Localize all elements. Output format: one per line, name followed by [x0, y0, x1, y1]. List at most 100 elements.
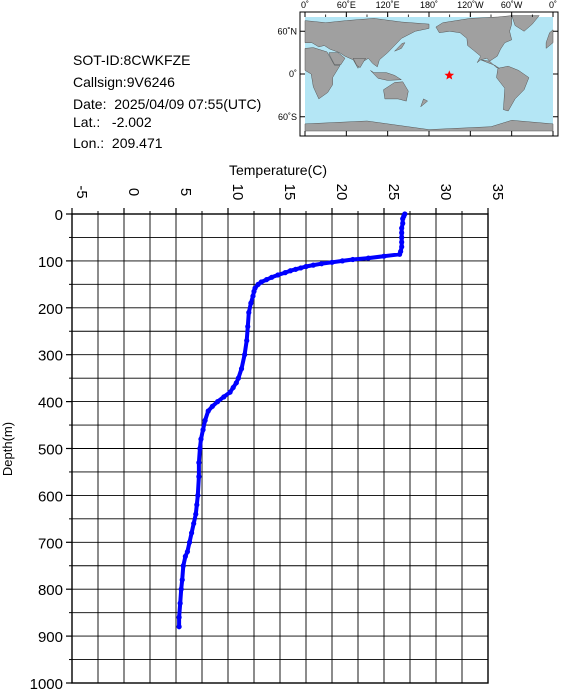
data-point [198, 436, 204, 442]
land-india [352, 58, 367, 68]
data-point [319, 261, 325, 267]
data-point [250, 293, 256, 299]
data-point [215, 399, 221, 405]
data-point [197, 445, 203, 452]
y-tick-label: 200 [38, 301, 63, 318]
x-tick-label: 35 [489, 184, 506, 201]
map-lon-label: 0˚ [301, 0, 309, 10]
map-lat-label: 60˚S [278, 112, 297, 122]
chart-grid [71, 213, 489, 684]
data-point [177, 600, 183, 606]
y-tick-label: 100 [38, 254, 63, 271]
data-point [350, 256, 356, 263]
data-point [209, 403, 215, 409]
data-point [400, 216, 406, 222]
data-point [293, 266, 299, 272]
data-point [245, 323, 251, 330]
series-line [177, 212, 407, 629]
data-point [196, 474, 202, 480]
x-axis-label: Temperature(C) [229, 162, 327, 178]
data-point [227, 389, 233, 395]
x-tick-label: 30 [437, 184, 454, 201]
data-point [182, 553, 188, 559]
land-south-america [496, 65, 530, 112]
data-point [221, 394, 227, 400]
callsign-label: Callsign:9V6246 [73, 74, 175, 90]
data-point [238, 366, 245, 372]
data-point [399, 234, 405, 241]
map-marker [444, 70, 455, 80]
data-point [282, 270, 288, 276]
x-tick-label: -5 [73, 185, 90, 198]
map-land [304, 15, 554, 132]
data-point [180, 563, 186, 569]
y-axis-label: Depth(m) [0, 422, 15, 476]
data-point [329, 259, 335, 265]
land-europe-west [545, 29, 554, 49]
x-tick-label: 15 [281, 184, 298, 201]
data-point [233, 380, 239, 386]
land-eurasia [304, 18, 430, 69]
data-point [381, 253, 387, 259]
date-label: Date: 2025/04/09 07:55(UTC) [73, 96, 262, 112]
data-point [399, 239, 405, 245]
data-point [184, 549, 191, 555]
data-point [176, 624, 182, 630]
data-point [303, 263, 309, 270]
land-central-america [480, 59, 500, 69]
map-lon-label: 120˚W [457, 0, 484, 10]
x-tick-label: 20 [333, 184, 350, 201]
data-point [339, 258, 345, 264]
temperature-series [176, 211, 408, 630]
data-point [244, 338, 250, 344]
y-tick-label: 1000 [30, 676, 63, 690]
y-tick-label: 600 [38, 488, 63, 505]
land-arabia [328, 52, 346, 65]
y-tick-label: 900 [38, 629, 63, 646]
latitude-label: Lat.: -2.002 [73, 114, 152, 130]
data-point [399, 244, 405, 250]
y-tick-label: 800 [38, 582, 63, 599]
data-point [263, 277, 270, 283]
data-point [230, 384, 236, 391]
map-lon-label: 0˚ [549, 0, 557, 10]
data-point [399, 225, 405, 231]
map-lon-label: 180˚ [420, 0, 438, 10]
data-point [365, 255, 371, 261]
data-point [196, 459, 202, 466]
y-tick-label: 300 [38, 348, 63, 365]
x-tick-label: 10 [229, 184, 246, 201]
x-tick-label: 25 [385, 184, 402, 201]
data-point [400, 220, 406, 226]
data-point [191, 520, 197, 527]
data-point [255, 281, 261, 287]
x-tick-label: 5 [177, 188, 194, 196]
longitude-label: Lon.: 209.471 [73, 135, 163, 151]
land-greenland [511, 15, 540, 32]
data-point [246, 309, 252, 316]
map-lon-label: 60˚W [501, 0, 523, 10]
x-tick-label: 0 [125, 188, 142, 196]
data-point [269, 274, 275, 280]
sot-id-label: SOT-ID:8CWKFZE [73, 52, 191, 68]
data-point [298, 265, 304, 271]
y-tick-label: 0 [55, 207, 63, 224]
land-nz [420, 98, 429, 108]
data-point [397, 251, 403, 257]
y-tick-label: 500 [38, 442, 63, 459]
data-point [176, 614, 182, 620]
data-point [193, 511, 199, 517]
map-lon-label: 60˚E [337, 0, 356, 10]
data-point [189, 530, 195, 536]
data-point [200, 427, 206, 433]
data-point [178, 586, 184, 592]
y-tick-label: 700 [38, 535, 63, 552]
land-africa [304, 47, 341, 100]
map-lat-label: 60˚N [277, 26, 297, 36]
data-point [242, 352, 248, 358]
location-map: 0˚ 60˚E 120˚E 180˚ 120˚W 60˚W 0˚ 60˚N 0˚ 60˚S [277, 0, 559, 137]
map-labels: 0˚ 60˚E 120˚E 180˚ 120˚W 60˚W 0˚ 60˚N 0˚ 60˚S [277, 0, 558, 136]
data-point [195, 492, 201, 498]
land-indonesia [370, 70, 403, 81]
